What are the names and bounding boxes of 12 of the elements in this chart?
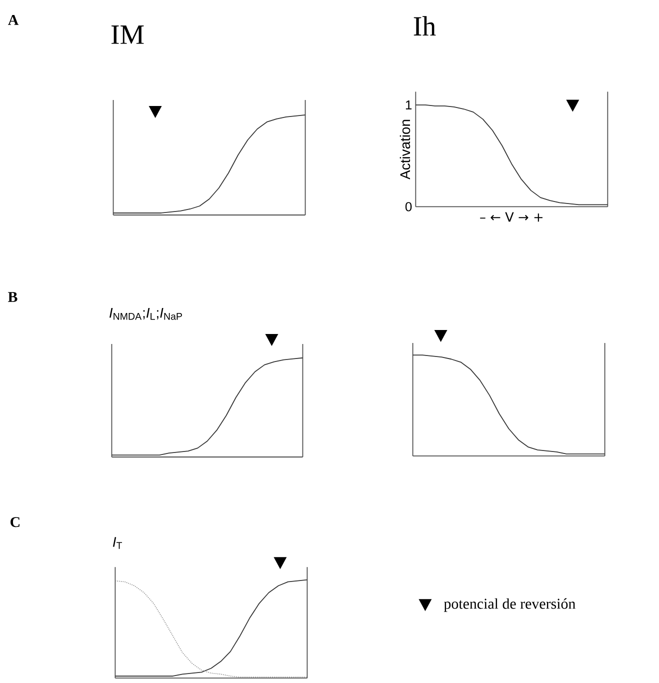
text: potencial de reversión [444, 598, 576, 612]
y-axis-title: Activation [400, 120, 410, 180]
text: A [8, 15, 19, 25]
text: C [10, 517, 20, 528]
chart-title: IM [111, 26, 144, 44]
y-tick-label: 1 [406, 100, 412, 110]
text: B [8, 292, 18, 302]
chart-title: I$_{T}$ [112, 537, 122, 549]
y-tick-label: 0 [405, 202, 412, 212]
x-axis-title: – ← V → + [480, 212, 542, 222]
chart-title: I$_{NMDA}$;I$_{L}$;I$_{NaP}$ [109, 308, 182, 320]
chart-title: Ih [414, 16, 436, 36]
